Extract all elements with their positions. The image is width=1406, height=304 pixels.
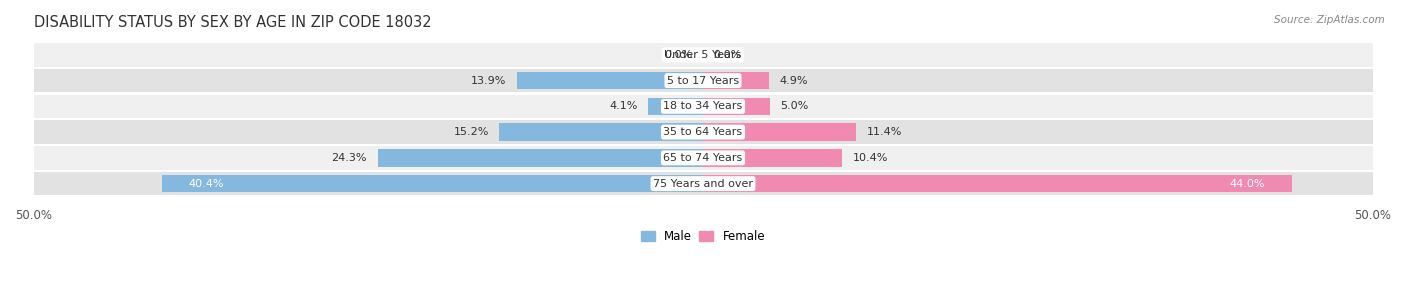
Text: 18 to 34 Years: 18 to 34 Years: [664, 101, 742, 111]
Text: 44.0%: 44.0%: [1230, 179, 1265, 188]
Text: 15.2%: 15.2%: [453, 127, 489, 137]
Text: DISABILITY STATUS BY SEX BY AGE IN ZIP CODE 18032: DISABILITY STATUS BY SEX BY AGE IN ZIP C…: [34, 15, 432, 30]
Legend: Male, Female: Male, Female: [641, 230, 765, 243]
Bar: [703, 149, 842, 167]
Bar: [378, 149, 703, 167]
Text: Source: ZipAtlas.com: Source: ZipAtlas.com: [1274, 15, 1385, 25]
Text: 35 to 64 Years: 35 to 64 Years: [664, 127, 742, 137]
Bar: [34, 120, 1372, 144]
Text: 75 Years and over: 75 Years and over: [652, 179, 754, 188]
Text: 65 to 74 Years: 65 to 74 Years: [664, 153, 742, 163]
Bar: [648, 98, 703, 115]
Bar: [703, 98, 770, 115]
Bar: [34, 69, 1372, 92]
Bar: [162, 175, 703, 192]
Text: 11.4%: 11.4%: [866, 127, 901, 137]
Text: 24.3%: 24.3%: [332, 153, 367, 163]
Bar: [34, 43, 1372, 67]
Text: 5.0%: 5.0%: [780, 101, 808, 111]
Text: 40.4%: 40.4%: [188, 179, 225, 188]
Text: 10.4%: 10.4%: [853, 153, 889, 163]
Bar: [703, 123, 856, 141]
Bar: [517, 72, 703, 89]
Bar: [499, 123, 703, 141]
Bar: [34, 146, 1372, 170]
Bar: [34, 95, 1372, 118]
Bar: [34, 172, 1372, 195]
Bar: [703, 175, 1292, 192]
Text: 0.0%: 0.0%: [714, 50, 742, 60]
Text: 13.9%: 13.9%: [471, 76, 506, 86]
Text: 4.1%: 4.1%: [609, 101, 637, 111]
Text: 0.0%: 0.0%: [664, 50, 692, 60]
Text: Under 5 Years: Under 5 Years: [665, 50, 741, 60]
Text: 4.9%: 4.9%: [779, 76, 808, 86]
Text: 5 to 17 Years: 5 to 17 Years: [666, 76, 740, 86]
Bar: [703, 72, 769, 89]
